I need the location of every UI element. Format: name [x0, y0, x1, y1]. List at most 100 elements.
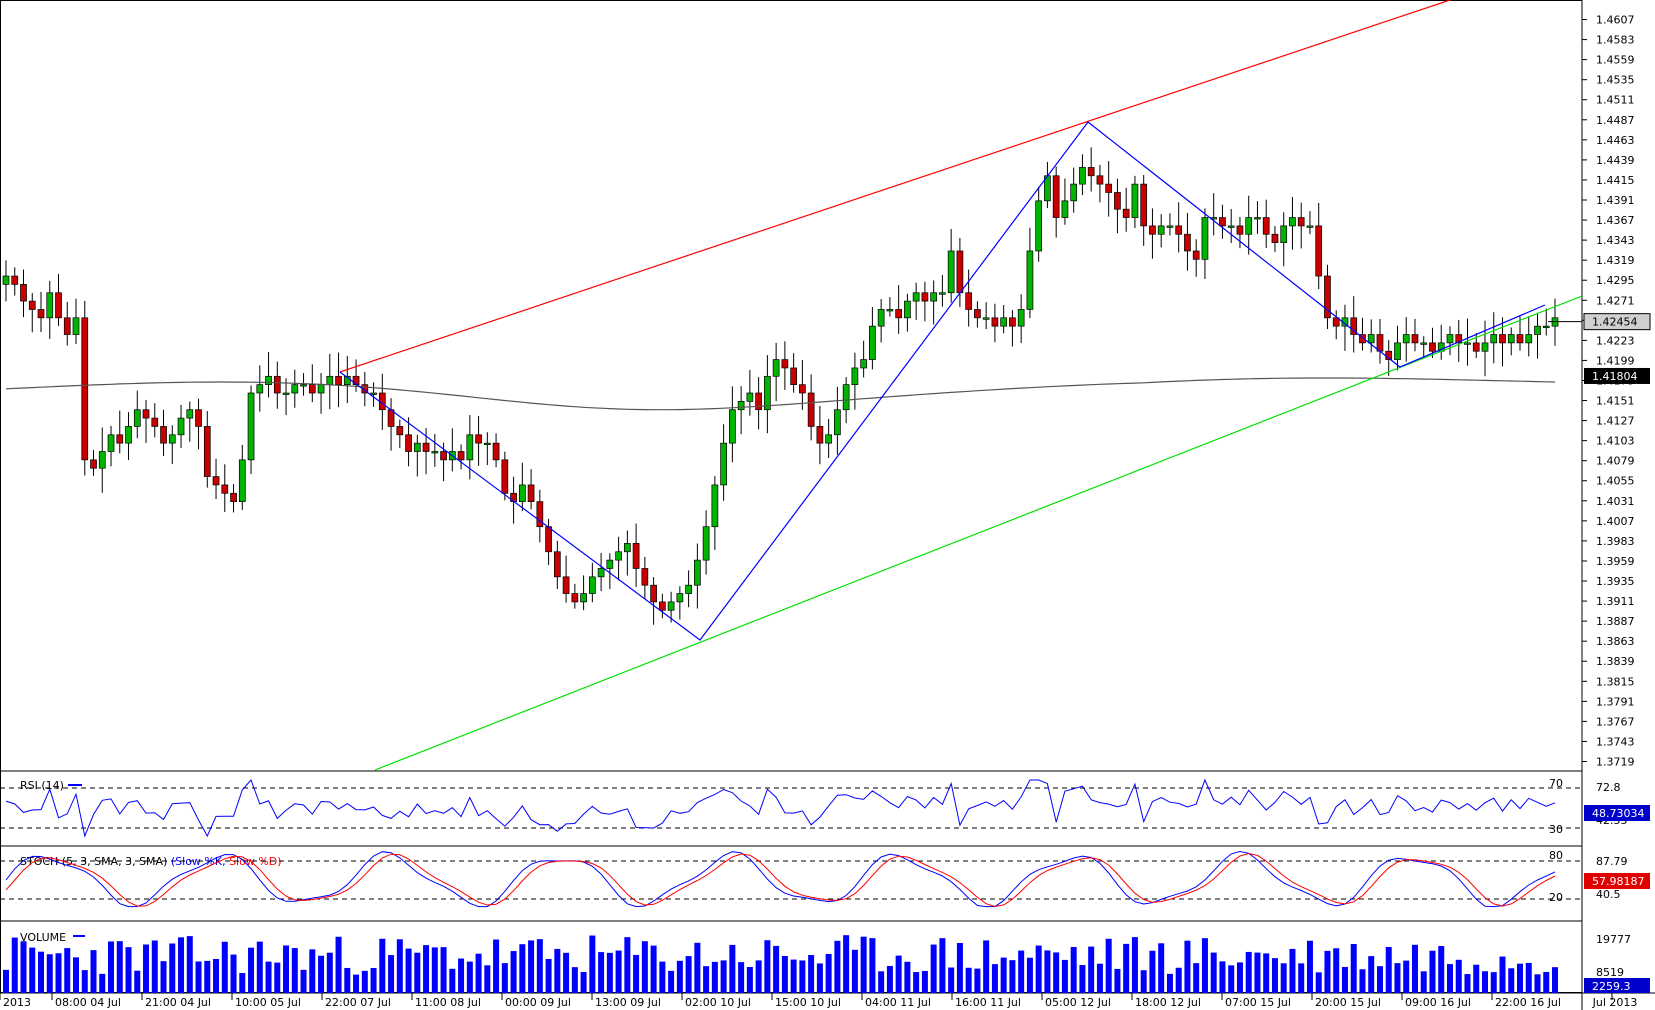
candle-body [1035, 200, 1043, 252]
price-tick-label: 1.4511 [1596, 94, 1635, 107]
volume-bar [773, 945, 780, 993]
volume-bar [151, 940, 158, 993]
volume-bar [1149, 950, 1156, 993]
volume-bar [405, 948, 412, 993]
volume-bar [1210, 952, 1217, 993]
volume-bar [309, 949, 316, 993]
candle-body [1429, 342, 1436, 352]
candle-body [20, 284, 27, 302]
volume-bar [1411, 944, 1418, 993]
volume-bar [1114, 968, 1121, 993]
volume-bar [1000, 957, 1007, 993]
volume-bar [1481, 971, 1488, 993]
volume-bar [790, 959, 797, 993]
ma-price-label: 1.41804 [1592, 370, 1638, 383]
volume-bar [668, 970, 675, 993]
volume-bar [878, 971, 885, 993]
volume-bar [1096, 963, 1103, 993]
candle-body [904, 300, 911, 319]
volume-bar [230, 954, 237, 993]
volume-bar [528, 940, 535, 993]
candle-body [571, 593, 579, 603]
candle-body [746, 392, 754, 402]
candle-body [1009, 317, 1016, 327]
candle-body [90, 459, 97, 469]
candle-body [501, 459, 509, 494]
price-tick-label: 1.4343 [1596, 234, 1635, 247]
volume-bar [1061, 959, 1068, 993]
candle-body [676, 593, 684, 603]
volume-bar [1438, 946, 1445, 993]
volume-bar [134, 970, 141, 993]
volume-bar [1333, 948, 1340, 993]
time-tick-label: 22:00 16 Jul [1495, 996, 1561, 1009]
volume-bar [519, 944, 526, 993]
ma-price-box [1584, 367, 1650, 384]
candle-body [1157, 225, 1165, 235]
candle-body [1227, 225, 1235, 228]
candle-body [1490, 334, 1498, 344]
candle-body [842, 384, 850, 411]
volume-bar [965, 967, 972, 993]
candle-body [659, 601, 666, 611]
volume-bar [711, 961, 718, 993]
volume-panel: VOLUME [3, 931, 1558, 993]
volume-bar [1499, 956, 1506, 993]
volume-bar [921, 970, 928, 993]
price-tick-label: 1.4535 [1596, 74, 1635, 87]
candle-body [799, 384, 806, 394]
volume-bar [414, 952, 421, 993]
volume-bar [895, 955, 902, 993]
volume-bar [571, 967, 578, 993]
candle-body [790, 367, 797, 386]
volume-bar [265, 961, 272, 993]
volume-bar [904, 961, 911, 993]
stoch-scale-label: 87.79 [1596, 855, 1628, 868]
volume-bar [1464, 974, 1471, 993]
volume-bar [598, 952, 605, 993]
price-panel [2, 0, 1583, 771]
volume-bar [1429, 950, 1436, 993]
candle-body [405, 434, 412, 452]
volume-bar [1394, 963, 1401, 993]
time-tick-label: 00:00 09 Jul [505, 996, 571, 1009]
volume-bar [361, 970, 368, 993]
volume-bar [1508, 968, 1515, 993]
candle-body [28, 300, 36, 310]
rsi-panel: RSI (14) 70 30 [0, 777, 1582, 838]
current-price-label: 1.42454 [1592, 316, 1638, 329]
candle-body [1219, 217, 1226, 227]
volume-bar [589, 935, 596, 993]
volume-bar [545, 958, 552, 993]
volume-bar [20, 941, 27, 993]
price-tick-label: 1.3863 [1596, 635, 1635, 648]
price-tick-label: 1.4607 [1596, 14, 1635, 27]
candle-body [553, 551, 561, 578]
volume-bar [1403, 960, 1410, 993]
candle-body [947, 250, 955, 294]
stoch-current-label: 57.98187 [1592, 875, 1645, 888]
stoch-label-prefix: STOCH (5, 3, SMA, 3, SMA) [20, 855, 171, 868]
price-tick-label: 1.4487 [1596, 114, 1635, 127]
volume-bar [344, 967, 351, 993]
volume-bar [825, 953, 832, 993]
candle-body [685, 584, 692, 594]
volume-bar [46, 954, 53, 993]
candle-body [702, 526, 710, 561]
candle-body [1324, 275, 1331, 319]
candle-body [300, 384, 307, 387]
candle-body [1481, 342, 1489, 352]
volume-bar [1158, 943, 1165, 993]
candle-body [142, 409, 150, 419]
volume-bar [729, 944, 736, 993]
time-tick-label: Jul 2013 [1592, 996, 1638, 1009]
price-tick-label: 1.4103 [1596, 435, 1635, 448]
volume-bar [335, 936, 342, 993]
candle-body [238, 459, 246, 502]
candle-body [694, 559, 701, 586]
volume-bar [81, 970, 88, 993]
volume-bar [641, 941, 648, 993]
candle-body [55, 292, 62, 319]
volume-scale-label: 19777 [1596, 933, 1631, 946]
price-tick-label: 1.3767 [1596, 715, 1635, 728]
